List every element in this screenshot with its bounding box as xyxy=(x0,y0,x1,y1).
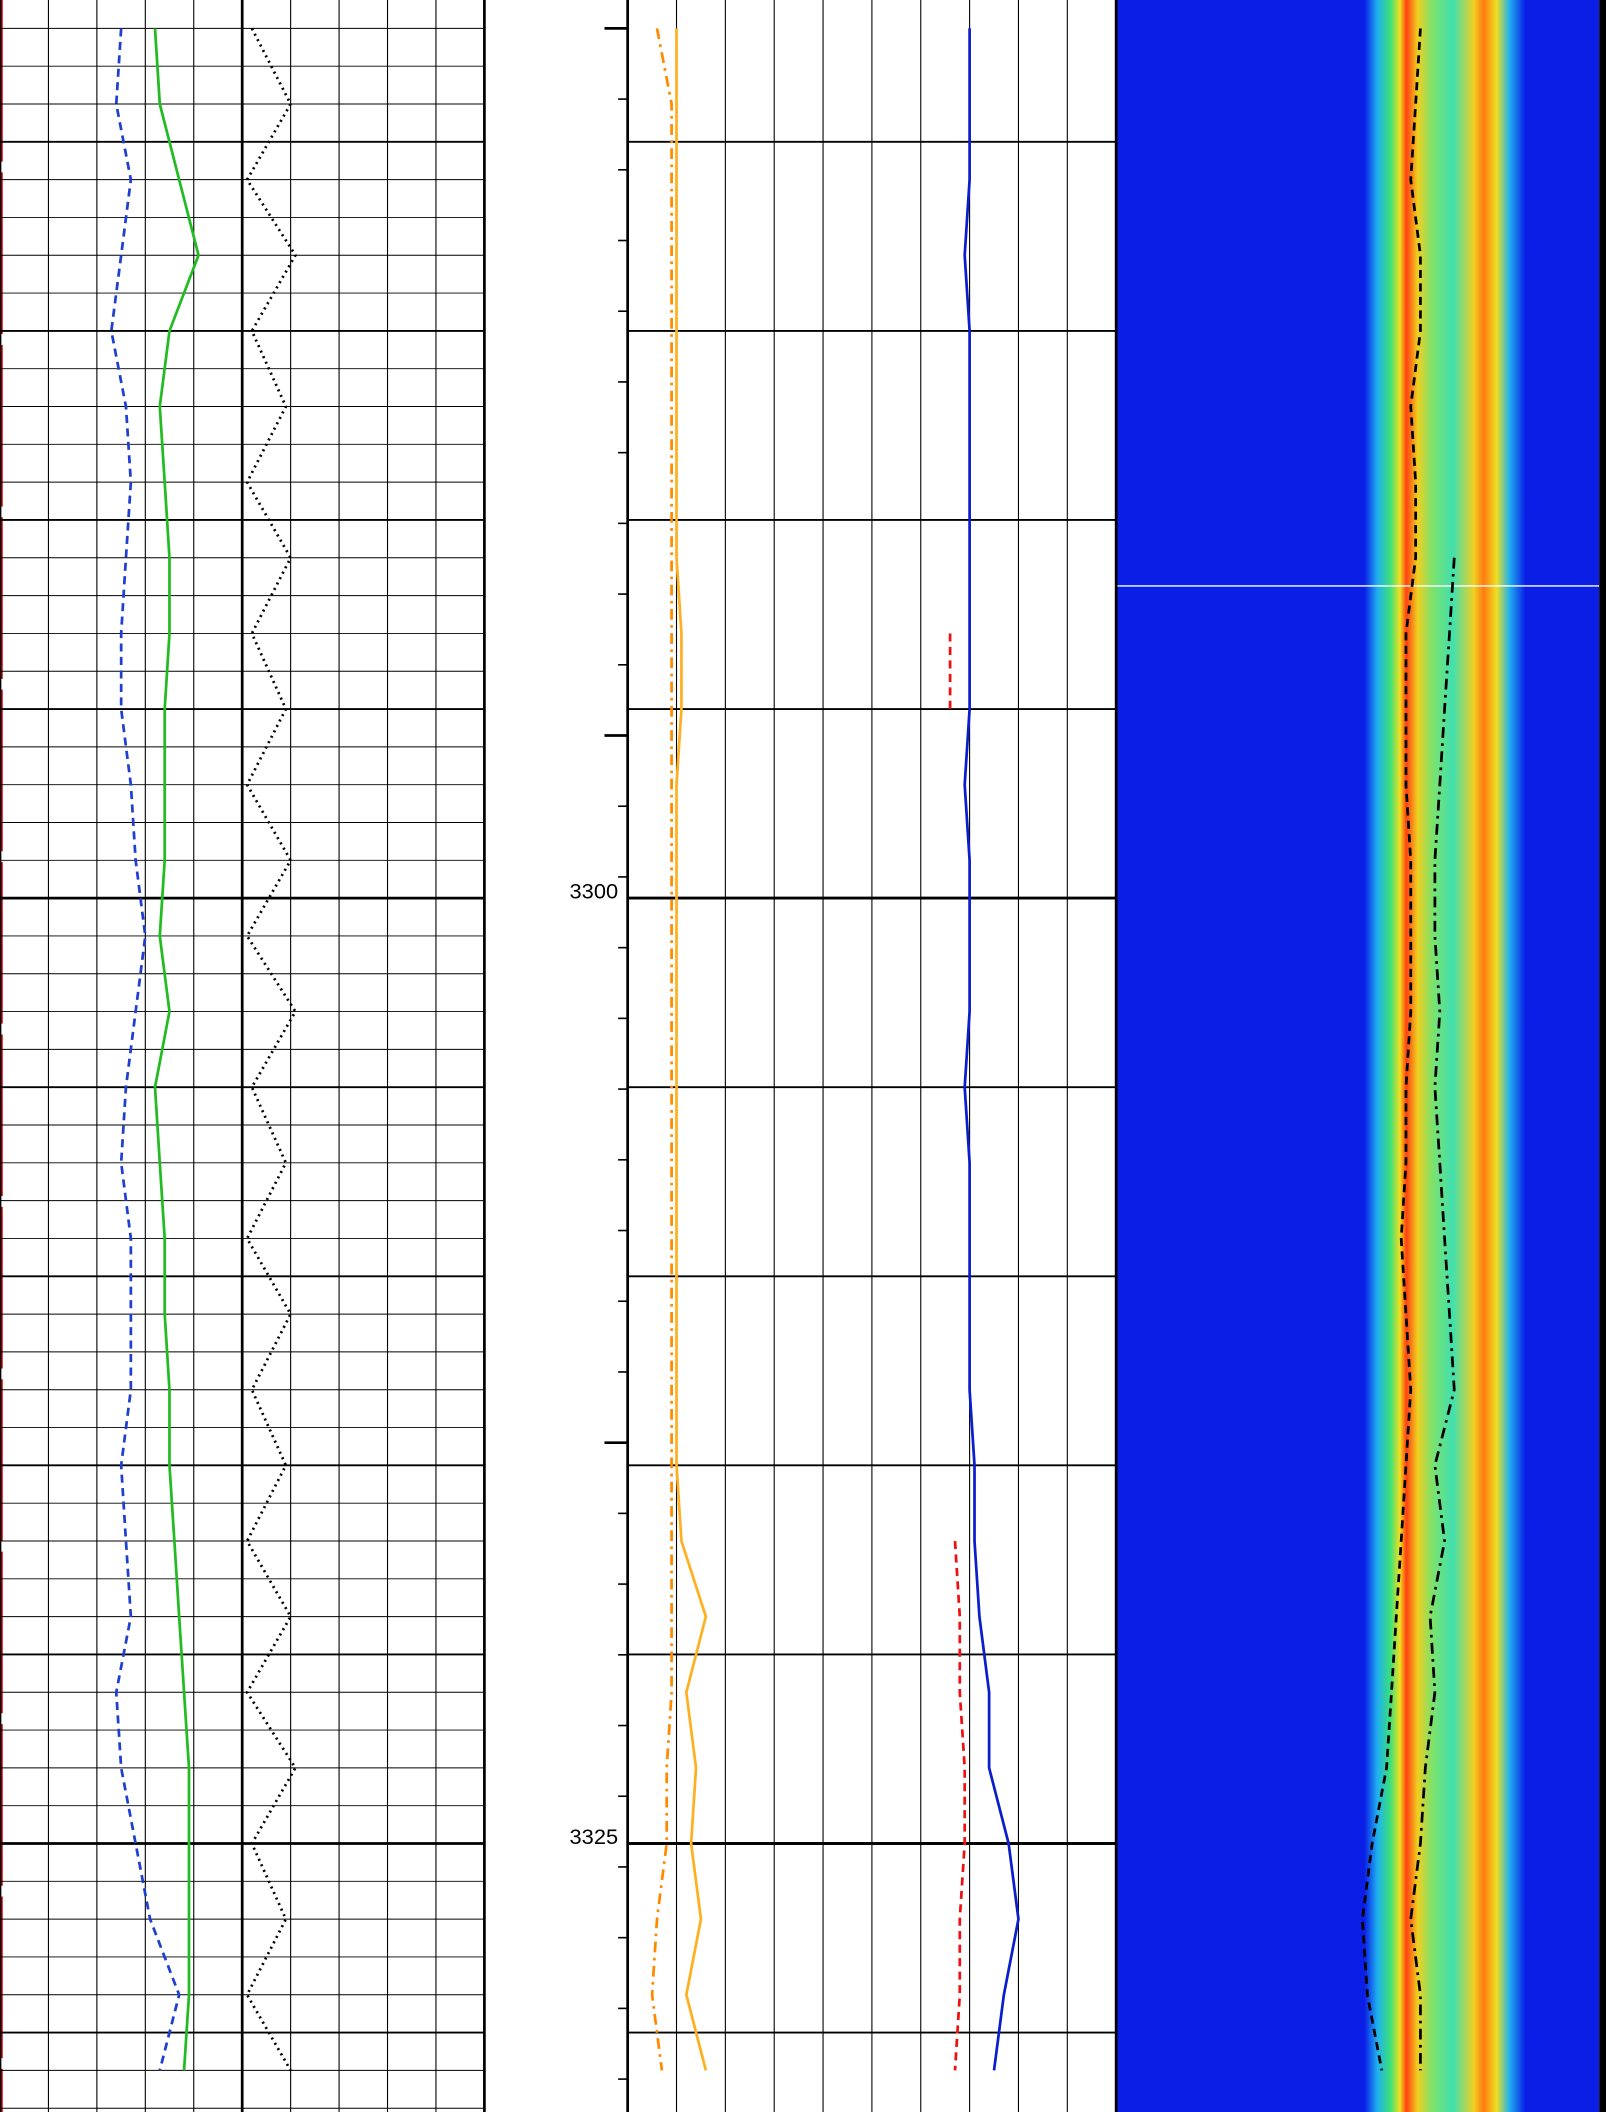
log-curve xyxy=(948,633,967,2071)
depth-label: 3325 xyxy=(570,1824,619,1849)
log-curve xyxy=(153,28,200,2071)
depth-label: 3300 xyxy=(570,879,619,904)
log-curve xyxy=(963,28,1020,2071)
heatmap-band xyxy=(1364,0,1526,2112)
log-curve xyxy=(650,28,673,2071)
log-curve xyxy=(109,28,181,2071)
log-curve xyxy=(1409,557,1456,2071)
log-curve xyxy=(675,28,708,2071)
heatmap-background xyxy=(1116,0,1600,2112)
track-border xyxy=(1599,0,1606,2112)
log-curve xyxy=(1361,28,1422,2071)
log-curve xyxy=(245,27,298,2072)
